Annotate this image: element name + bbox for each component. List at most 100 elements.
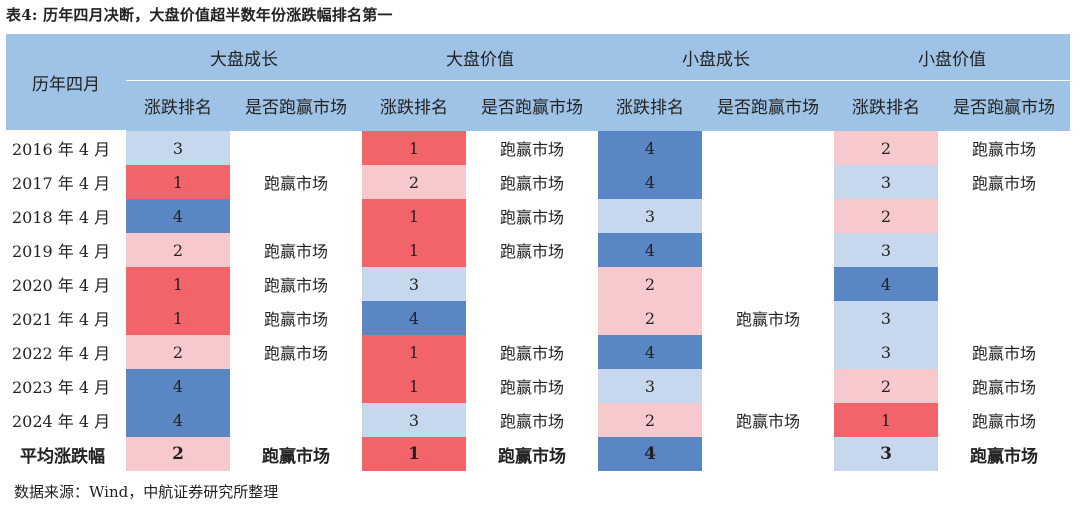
year-label: 2019 年 4 月 xyxy=(12,242,111,261)
outperform-cell: 跑赢市场 xyxy=(499,174,564,193)
outperform-cell xyxy=(230,403,362,437)
rank-cell: 1 xyxy=(834,403,938,437)
outperform-cell: 跑赢市场 xyxy=(499,208,564,227)
rank-cell: 3 xyxy=(834,335,938,369)
outperform-cell: 跑赢市场 xyxy=(971,174,1036,193)
group-header-large-value: 大盘价值 xyxy=(362,34,598,81)
table-row: 2019 年 4 月 2 跑赢市场 1 跑赢市场 4 3 xyxy=(6,233,1070,267)
outperform-cell xyxy=(938,199,1070,233)
outperform-cell: 跑赢市场 xyxy=(735,310,800,329)
outperform-cell xyxy=(938,233,1070,267)
outperform-cell xyxy=(702,165,834,199)
rank-cell: 4 xyxy=(362,301,466,335)
outperform-cell: 跑赢市场 xyxy=(499,242,564,261)
rank-cell: 3 xyxy=(598,199,702,233)
rank-cell: 2 xyxy=(598,403,702,437)
outperform-cell: 跑赢市场 xyxy=(971,378,1036,397)
year-label: 2024 年 4 月 xyxy=(12,412,111,431)
rank-cell: 4 xyxy=(598,130,702,165)
outperform-cell xyxy=(230,199,362,233)
year-label: 2016 年 4 月 xyxy=(12,139,111,159)
group-header-large-growth: 大盘成长 xyxy=(126,34,362,81)
rank-cell: 3 xyxy=(834,301,938,335)
rank-cell: 1 xyxy=(126,267,230,301)
sub-header-rank: 涨跌排名 xyxy=(598,80,702,131)
sub-header-rank: 涨跌排名 xyxy=(834,80,938,131)
table-title: 表4: 历年四月决断，大盘价值超半数年份涨跌幅排名第一 xyxy=(6,6,393,24)
sub-header-outperform: 是否跑赢市场 xyxy=(938,80,1070,131)
year-label: 2018 年 4 月 xyxy=(12,208,111,227)
outperform-cell: 跑赢市场 xyxy=(262,446,330,467)
rank-cell: 3 xyxy=(362,267,466,301)
table-row: 2024 年 4 月 4 3 跑赢市场 2 跑赢市场 1 跑赢市场 xyxy=(6,403,1070,437)
rank-cell: 2 xyxy=(598,267,702,301)
rank-cell: 2 xyxy=(126,437,230,471)
rank-cell: 3 xyxy=(834,437,938,471)
table-header: 历年四月 大盘成长 大盘价值 小盘成长 小盘价值 涨跌排名 是否跑赢市场 涨跌排… xyxy=(6,34,1070,131)
year-label: 2022 年 4 月 xyxy=(12,344,111,363)
rank-cell: 1 xyxy=(362,437,466,471)
table-row: 2018 年 4 月 4 1 跑赢市场 3 2 xyxy=(6,199,1070,233)
table-row: 2020 年 4 月 1 跑赢市场 3 2 4 xyxy=(6,267,1070,301)
outperform-cell: 跑赢市场 xyxy=(263,344,328,363)
rank-cell: 4 xyxy=(126,403,230,437)
outperform-cell: 跑赢市场 xyxy=(735,412,800,431)
outperform-cell xyxy=(702,437,834,471)
rank-cell: 4 xyxy=(598,165,702,199)
outperform-cell: 跑赢市场 xyxy=(499,344,564,363)
sub-header-outperform: 是否跑赢市场 xyxy=(702,80,834,131)
sub-header-outperform: 是否跑赢市场 xyxy=(230,80,362,131)
rank-cell: 1 xyxy=(362,233,466,267)
outperform-cell: 跑赢市场 xyxy=(971,344,1036,363)
outperform-cell xyxy=(466,267,598,301)
ranking-table: 历年四月 大盘成长 大盘价值 小盘成长 小盘价值 涨跌排名 是否跑赢市场 涨跌排… xyxy=(6,34,1070,471)
rank-cell: 1 xyxy=(362,199,466,233)
rank-cell: 3 xyxy=(126,130,230,165)
rank-cell: 3 xyxy=(362,403,466,437)
sub-header-rank: 涨跌排名 xyxy=(126,80,230,131)
sub-header-rank: 涨跌排名 xyxy=(362,80,466,131)
group-header-small-growth: 小盘成长 xyxy=(598,34,834,81)
year-label: 2023 年 4 月 xyxy=(12,378,111,397)
rank-cell: 1 xyxy=(126,301,230,335)
year-label: 2017 年 4 月 xyxy=(12,174,111,193)
table-row: 2023 年 4 月 4 1 跑赢市场 3 2 跑赢市场 xyxy=(6,369,1070,403)
rank-cell: 2 xyxy=(598,301,702,335)
year-label: 2020 年 4 月 xyxy=(12,276,111,295)
group-header-small-value: 小盘价值 xyxy=(834,34,1070,81)
rank-cell: 4 xyxy=(126,199,230,233)
outperform-cell: 跑赢市场 xyxy=(499,378,564,397)
rank-cell: 2 xyxy=(834,130,938,165)
rank-cell: 3 xyxy=(598,369,702,403)
sub-header-outperform: 是否跑赢市场 xyxy=(466,80,598,131)
average-row: 平均涨跌幅 2 跑赢市场 1 跑赢市场 4 3 跑赢市场 xyxy=(6,437,1070,471)
rank-cell: 1 xyxy=(362,369,466,403)
rank-cell: 2 xyxy=(362,165,466,199)
rank-cell: 1 xyxy=(126,165,230,199)
outperform-cell: 跑赢市场 xyxy=(263,242,328,261)
row-label-header: 历年四月 xyxy=(6,34,126,130)
outperform-cell xyxy=(702,267,834,301)
table-row: 2017 年 4 月 1 跑赢市场 2 跑赢市场 4 3 跑赢市场 xyxy=(6,165,1070,199)
source-note: 数据来源：Wind，中航证券研究所整理 xyxy=(14,483,279,501)
average-label: 平均涨跌幅 xyxy=(20,446,105,467)
outperform-cell xyxy=(702,130,834,165)
table-row: 2022 年 4 月 2 跑赢市场 1 跑赢市场 4 3 跑赢市场 xyxy=(6,335,1070,369)
outperform-cell xyxy=(702,199,834,233)
table-row: 2021 年 4 月 1 跑赢市场 4 2 跑赢市场 3 xyxy=(6,301,1070,335)
rank-cell: 2 xyxy=(126,335,230,369)
rank-cell: 1 xyxy=(362,335,466,369)
outperform-cell xyxy=(702,369,834,403)
outperform-cell: 跑赢市场 xyxy=(263,174,328,193)
outperform-cell: 跑赢市场 xyxy=(498,446,566,467)
outperform-cell xyxy=(230,369,362,403)
table-row: 2016 年 4 月 3 1 跑赢市场 4 2 跑赢市场 xyxy=(6,130,1070,165)
rank-cell: 4 xyxy=(126,369,230,403)
outperform-cell xyxy=(466,301,598,335)
rank-cell: 3 xyxy=(834,233,938,267)
rank-cell: 4 xyxy=(834,267,938,301)
outperform-cell: 跑赢市场 xyxy=(971,412,1036,431)
rank-cell: 2 xyxy=(834,199,938,233)
outperform-cell xyxy=(938,267,1070,301)
year-label: 2021 年 4 月 xyxy=(12,310,111,329)
